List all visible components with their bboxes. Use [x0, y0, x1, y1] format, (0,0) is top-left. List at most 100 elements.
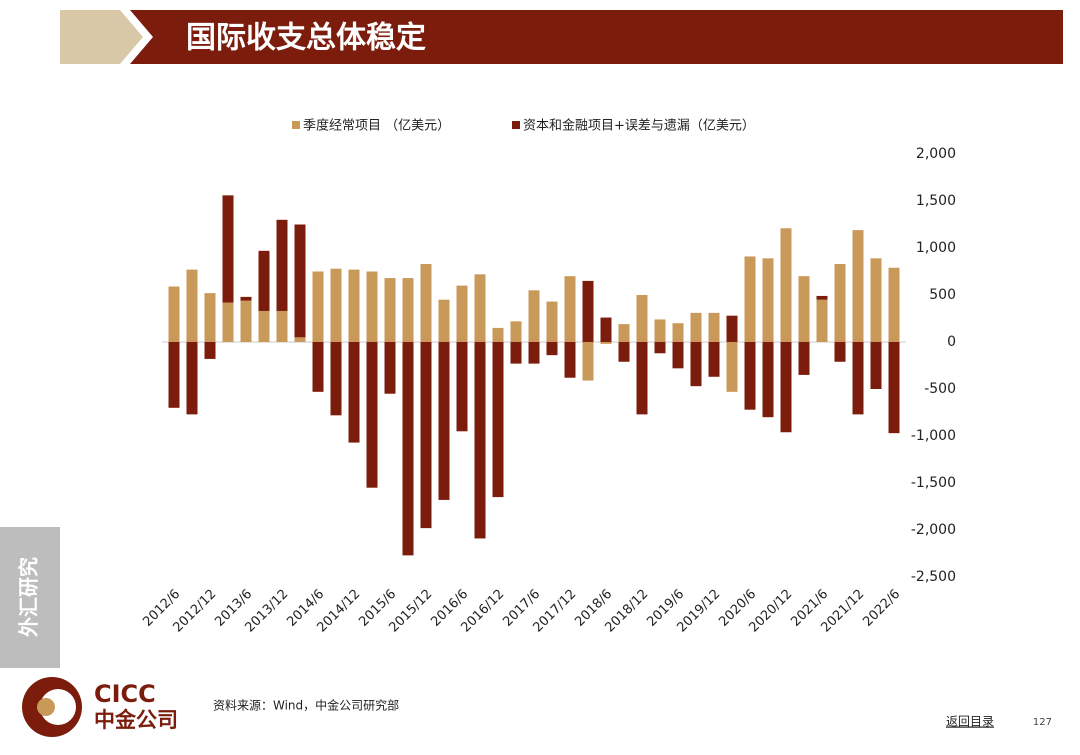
logo-mark-dot	[37, 698, 55, 716]
bar	[546, 301, 558, 342]
side-label: 外汇研究	[17, 557, 41, 637]
bar	[294, 337, 306, 342]
bar	[438, 299, 450, 342]
bar	[834, 263, 846, 342]
y-tick-label: 2,000	[916, 146, 956, 162]
bar	[672, 342, 684, 369]
bar	[870, 258, 882, 342]
bar	[366, 342, 378, 488]
bar	[330, 268, 342, 342]
bar	[564, 342, 576, 378]
y-tick-label: -2,500	[911, 569, 956, 585]
bar	[258, 250, 270, 311]
nav-link[interactable]: 返回目录	[946, 715, 994, 729]
bar	[528, 290, 540, 342]
y-tick-label: -1,500	[911, 475, 956, 491]
bar	[456, 285, 468, 342]
bar	[744, 256, 756, 342]
bar	[888, 342, 900, 434]
bar	[312, 271, 324, 342]
bar	[510, 321, 522, 342]
bar	[762, 258, 774, 342]
bar	[726, 342, 738, 392]
bar	[690, 312, 702, 342]
bar	[852, 342, 864, 415]
logo-zh: 中金公司	[94, 708, 178, 732]
bar	[330, 342, 342, 416]
bar	[816, 299, 828, 342]
bar	[204, 293, 216, 342]
legend-swatch	[512, 121, 520, 129]
slide-title: 国际收支总体稳定	[186, 21, 426, 56]
bar	[474, 274, 486, 342]
legend-label: 资本和金融项目+误差与遗漏（亿美元）	[523, 118, 755, 134]
bar	[456, 342, 468, 432]
bar	[654, 319, 666, 342]
bar	[852, 230, 864, 342]
bar	[636, 342, 648, 415]
page-number: 127	[1033, 717, 1052, 728]
bar	[834, 342, 846, 362]
bar	[510, 342, 522, 364]
bar	[564, 276, 576, 342]
bar	[816, 295, 828, 300]
bar	[492, 327, 504, 342]
y-tick-label: 1,000	[916, 240, 956, 256]
bar	[168, 286, 180, 342]
bar	[186, 269, 198, 342]
bar	[474, 342, 486, 539]
bar	[168, 342, 180, 408]
bar	[762, 342, 774, 418]
bar	[708, 312, 720, 342]
bar	[186, 342, 198, 415]
bar	[780, 228, 792, 342]
legend-label: 季度经常项目 （亿美元）	[303, 118, 450, 134]
bar	[438, 342, 450, 500]
header-accent	[60, 10, 143, 64]
bar	[798, 276, 810, 342]
bar	[582, 342, 594, 381]
bar	[888, 267, 900, 342]
bar	[636, 295, 648, 342]
bar	[294, 224, 306, 338]
bar	[312, 342, 324, 392]
bar	[528, 342, 540, 364]
bar	[420, 342, 432, 529]
bar	[366, 271, 378, 342]
bar	[672, 323, 684, 342]
y-tick-label: -1,000	[911, 428, 956, 444]
bar	[600, 317, 612, 342]
logo-en: CICC	[94, 680, 156, 708]
bar	[726, 315, 738, 342]
x-tick-label: 2022/6	[860, 587, 903, 630]
y-tick-label: 1,500	[916, 193, 956, 209]
bar	[654, 342, 666, 354]
bar	[798, 342, 810, 375]
legend-swatch	[292, 121, 300, 129]
bar	[348, 342, 360, 443]
bar	[690, 342, 702, 387]
source-note: 资料来源：Wind，中金公司研究部	[213, 698, 399, 713]
bar	[384, 278, 396, 342]
bar	[402, 342, 414, 556]
header-band	[130, 10, 1063, 64]
bar	[258, 310, 270, 342]
y-tick-label: -2,000	[911, 522, 956, 538]
bar	[276, 219, 288, 311]
bar	[222, 195, 234, 303]
bar	[222, 302, 234, 342]
bar	[276, 310, 288, 342]
bar	[870, 342, 882, 389]
bar	[780, 342, 792, 433]
y-tick-label: -500	[924, 381, 956, 397]
bar	[546, 342, 558, 356]
bar	[384, 342, 396, 394]
bar	[582, 280, 594, 342]
bar	[708, 342, 720, 377]
logo-mark-inner	[40, 689, 76, 725]
y-tick-label: 0	[947, 334, 956, 350]
bar	[348, 269, 360, 342]
bar	[402, 278, 414, 342]
bar	[492, 342, 504, 498]
